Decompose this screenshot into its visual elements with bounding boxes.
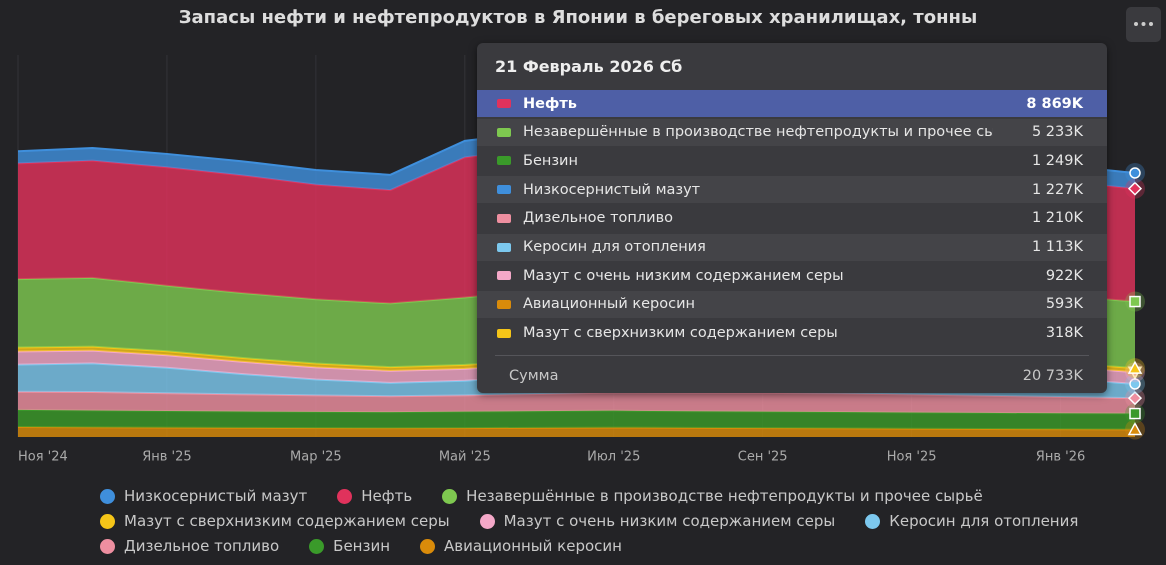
tooltip-total-value: 20 733K <box>1022 367 1083 384</box>
tooltip-value: 1 210K <box>1031 210 1083 227</box>
tooltip-swatch <box>497 299 511 309</box>
tooltip-row: Мазут с очень низким содержанием серы 922… <box>477 262 1107 289</box>
menu-dot <box>1134 22 1138 26</box>
legend-swatch <box>100 488 115 504</box>
menu-button[interactable] <box>1126 7 1161 42</box>
tooltip-series-name: Дизельное топливо <box>523 210 673 227</box>
x-tick-label: Янв '26 <box>1036 450 1085 465</box>
tooltip-swatch <box>497 127 511 137</box>
tooltip-swatch <box>497 99 511 108</box>
x-tick-label: Ноя '24 <box>18 450 68 465</box>
marker <box>1127 181 1143 196</box>
legend-item[interactable]: Мазут с очень низким содержанием серы <box>479 511 836 531</box>
x-tick-label: Ноя '25 <box>887 450 937 465</box>
tooltip-total-name: Сумма <box>509 367 559 384</box>
tooltip-row: Низкосернистый мазут 1 227K <box>477 176 1107 204</box>
tooltip-separator <box>495 355 1089 356</box>
tooltip-swatch <box>497 271 511 281</box>
tooltip-value: 1 113K <box>1031 239 1083 255</box>
tooltip-value: 1 249K <box>1031 152 1083 169</box>
legend-label: Бензин <box>333 537 391 555</box>
legend-swatch <box>309 538 325 554</box>
tooltip-series-name: Мазут с сверхнизким содержанием серы <box>523 325 838 342</box>
legend-swatch <box>100 538 115 554</box>
legend-swatch <box>865 513 881 529</box>
legend-label: Незавершённые в производстве нефтепродук… <box>466 487 983 505</box>
tooltip-row: Бензин 1 249K <box>477 147 1107 174</box>
legend-item[interactable]: Бензин <box>309 536 390 556</box>
tooltip-series-name: Низкосернистый мазут <box>523 181 701 198</box>
area <box>18 426 1135 437</box>
legend-item[interactable]: Авиационный керосин <box>420 536 622 556</box>
tooltip-value: 1 227K <box>1031 181 1083 198</box>
tooltip-row: Керосин для отопления 1 113K <box>477 233 1107 261</box>
tooltip-date: 21 Февраль 2026 Сб <box>495 57 683 76</box>
legend-item[interactable]: Керосин для отопления <box>865 511 1078 531</box>
marker <box>1127 391 1143 406</box>
legend-label: Мазут с очень низким содержанием серы <box>503 512 836 530</box>
x-tick-label: Июл '25 <box>587 450 640 465</box>
tooltip-value: 593K <box>1045 296 1083 313</box>
legend-label: Мазут с сверхнизким содержанием серы <box>124 512 450 530</box>
legend-swatch <box>420 538 436 554</box>
tooltip-series-name: Бензин <box>523 152 578 169</box>
x-tick-label: Май '25 <box>439 450 491 465</box>
tooltip-swatch <box>497 213 511 223</box>
legend-swatch <box>100 513 115 529</box>
menu-dot <box>1141 22 1146 26</box>
tooltip-series-name: Авиационный керосин <box>523 296 696 313</box>
legend-swatch <box>337 488 353 504</box>
tooltip-row: Мазут с сверхнизким содержанием серы 318K <box>477 320 1107 347</box>
x-tick-label: Мар '25 <box>290 450 342 465</box>
tooltip-value: 8 869K <box>1026 95 1083 112</box>
legend-label: Авиационный керосин <box>444 537 622 555</box>
tooltip-total-pad <box>483 371 497 380</box>
tooltip-value: 318K <box>1045 325 1083 342</box>
marker <box>1129 295 1141 308</box>
marker <box>1129 407 1141 420</box>
tooltip-row: Незавершённые в производстве нефтепродук… <box>477 118 1107 146</box>
tooltip-series-name: Керосин для отопления <box>523 239 706 255</box>
legend-label: Дизельное топливо <box>124 537 280 555</box>
legend-item[interactable]: Незавершённые в производстве нефтепродук… <box>442 486 983 506</box>
tooltip-swatch <box>497 156 511 166</box>
marker <box>1127 421 1143 436</box>
tooltip-swatch <box>497 185 511 195</box>
legend-label: Нефть <box>361 487 413 505</box>
area <box>18 409 1135 430</box>
tooltip-series-name: Незавершённые в производстве нефтепродук… <box>523 124 993 141</box>
tooltip-swatch <box>497 328 511 338</box>
legend: Низкосернистый мазут Нефть Незавершённые в… <box>100 486 1090 556</box>
tooltip-row: Авиационный керосин 593K <box>477 290 1107 318</box>
marker <box>1127 360 1143 374</box>
area <box>18 391 1135 414</box>
tooltip-swatch <box>497 242 511 252</box>
legend-item[interactable]: Низкосернистый мазут <box>100 486 307 506</box>
x-tick-label: Сен '25 <box>738 450 788 465</box>
tooltip-value: 5 233K <box>1031 124 1083 141</box>
marker <box>1129 167 1141 179</box>
tooltip-series-name: Нефть <box>523 95 577 112</box>
legend-item[interactable]: Дизельное топливо <box>100 536 279 556</box>
x-tick-label: Янв '25 <box>142 450 191 465</box>
tooltip-total: Сумма 20 733K <box>477 362 1107 389</box>
tooltip-row: Дизельное топливо 1 210K <box>477 205 1107 232</box>
legend-label: Низкосернистый мазут <box>124 487 308 505</box>
tooltip-series-name: Мазут с очень низким содержанием серы <box>523 267 844 284</box>
legend-item[interactable]: Нефть <box>337 486 412 506</box>
legend-label: Керосин для отопления <box>889 512 1079 530</box>
tooltip-value: 922K <box>1045 267 1083 284</box>
tooltip: 21 Февраль 2026 Сб Нефть 8 869K Незавершён… <box>477 43 1107 393</box>
chart-title: Запасы нефти и нефтепродуктов в Японии в… <box>179 7 978 28</box>
end-markers <box>1125 162 1145 440</box>
legend-swatch <box>442 488 458 504</box>
legend-swatch <box>479 513 495 529</box>
tooltip-row: Нефть 8 869K <box>477 90 1107 117</box>
menu-dot <box>1149 22 1153 26</box>
legend-item[interactable]: Мазут с сверхнизким содержанием серы <box>100 511 450 531</box>
